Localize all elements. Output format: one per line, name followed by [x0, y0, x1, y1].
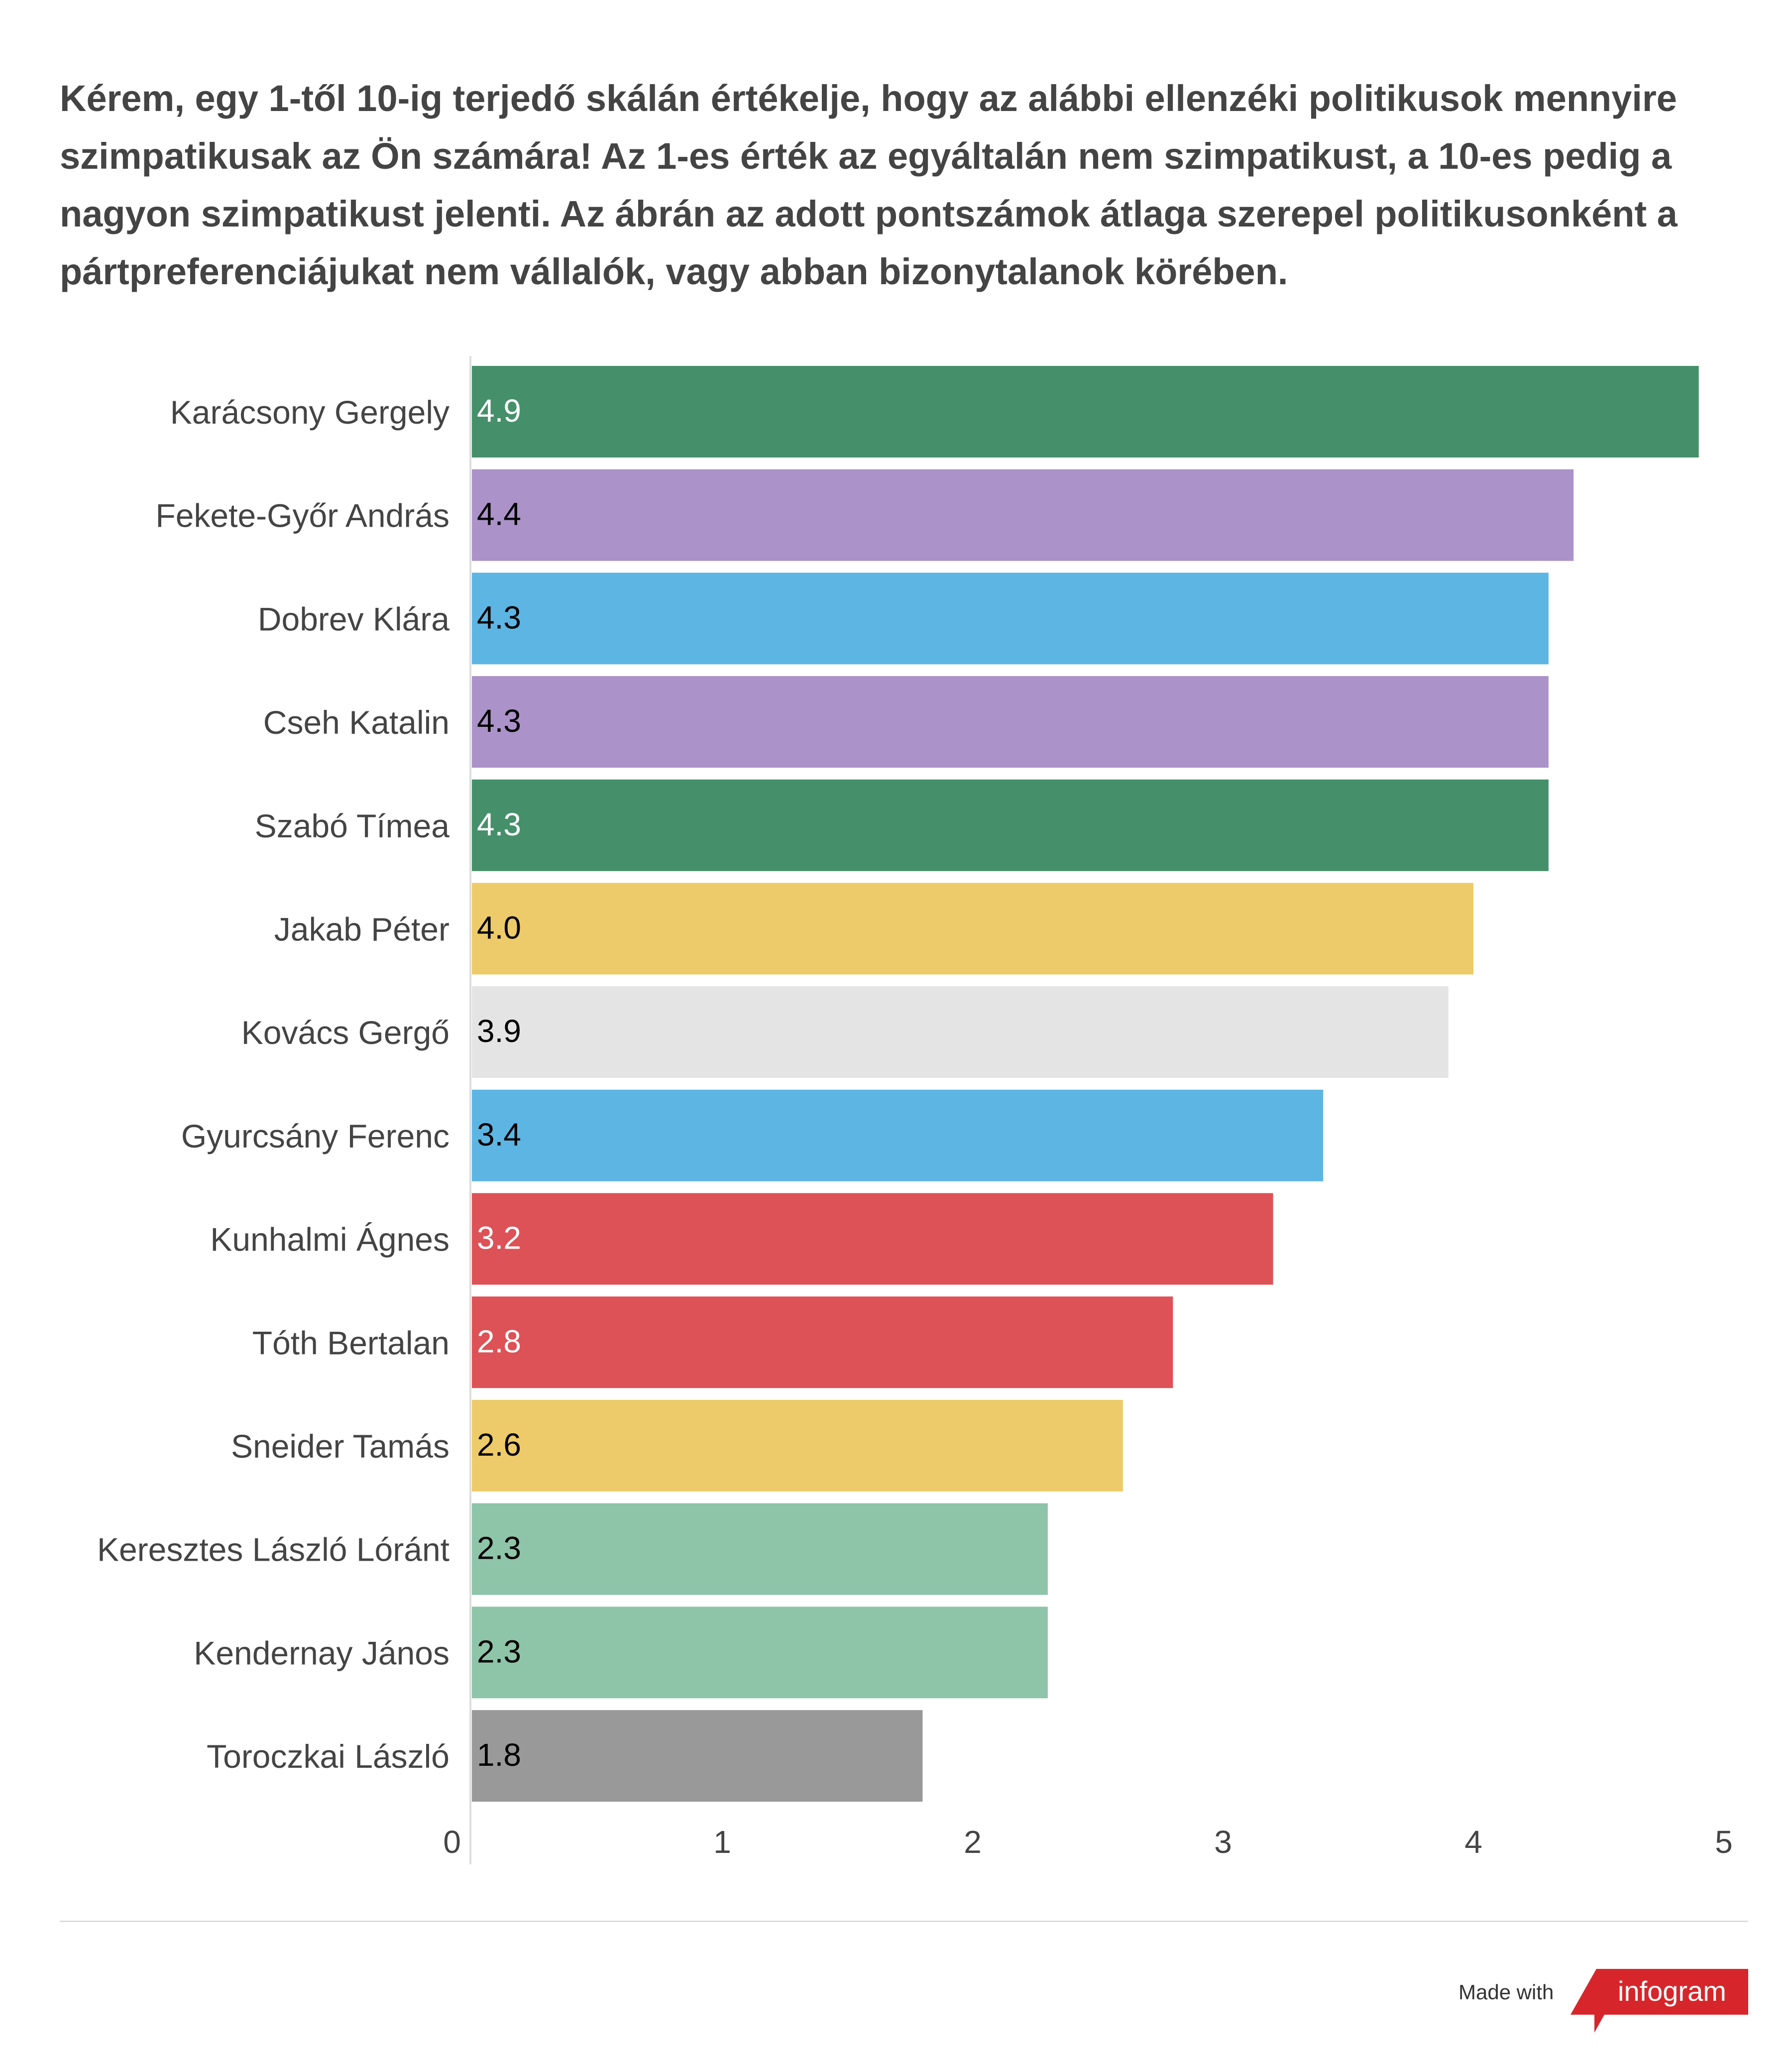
- footer-divider: [60, 1921, 1748, 1922]
- bar: [472, 1400, 1123, 1491]
- category-label: Kovács Gergő: [241, 1014, 449, 1051]
- value-label: 3.9: [477, 1013, 521, 1049]
- value-label: 2.8: [477, 1323, 521, 1359]
- value-label: 2.6: [477, 1427, 521, 1463]
- category-label: Tóth Bertalan: [252, 1324, 449, 1361]
- value-label: 4.3: [477, 599, 521, 635]
- bar: [472, 469, 1574, 561]
- bar: [472, 676, 1549, 768]
- category-label: Fekete-Győr András: [155, 497, 449, 534]
- category-label: Kendernay János: [194, 1634, 449, 1671]
- x-tick-label: 1: [713, 1824, 731, 1860]
- value-label: 1.8: [477, 1737, 521, 1773]
- category-label: Karácsony Gergely: [170, 394, 449, 431]
- x-tick-label: 0: [443, 1824, 461, 1860]
- value-label: 4.4: [477, 496, 521, 532]
- category-label: Cseh Katalin: [263, 704, 449, 741]
- category-label: Gyurcsány Ferenc: [181, 1118, 449, 1154]
- x-tick-label: 5: [1715, 1824, 1733, 1860]
- value-label: 2.3: [477, 1530, 521, 1566]
- x-tick-label: 4: [1464, 1824, 1482, 1860]
- bar: [472, 1296, 1173, 1388]
- value-label: 4.9: [477, 393, 521, 429]
- category-label: Jakab Péter: [274, 911, 449, 948]
- infogram-logo-text: infogram: [1618, 1975, 1726, 2007]
- bar: [472, 883, 1473, 975]
- value-label: 4.3: [477, 703, 521, 739]
- chart-title: Kérem, egy 1-től 10-ig terjedő skálán ér…: [60, 78, 1678, 292]
- category-label: Sneider Tamás: [231, 1428, 449, 1465]
- category-label: Kunhalmi Ágnes: [210, 1221, 449, 1258]
- category-label: Szabó Tímea: [255, 807, 450, 844]
- bar: [472, 779, 1549, 871]
- bar: [472, 1606, 1048, 1699]
- value-label: 4.3: [477, 806, 521, 842]
- value-label: 4.0: [477, 910, 521, 946]
- made-with-text: Made with: [1458, 1980, 1554, 2004]
- bar: [472, 1193, 1273, 1285]
- bar: [472, 986, 1449, 1078]
- category-label: Keresztes László Lóránt: [97, 1531, 449, 1568]
- x-tick-label: 3: [1214, 1824, 1232, 1860]
- bar: [472, 572, 1549, 665]
- bar: [472, 366, 1699, 458]
- bar: [472, 1710, 923, 1802]
- value-label: 2.3: [477, 1633, 521, 1669]
- bar: [472, 1503, 1048, 1595]
- bar-chart: Karácsony Gergely 4.9 Fekete-Győr András 4.…: [97, 356, 1733, 1864]
- x-tick-label: 2: [964, 1824, 982, 1860]
- value-label: 3.2: [477, 1220, 521, 1256]
- infogram-logo[interactable]: infogram: [1570, 1969, 1750, 2034]
- infogram-logo-shape: [1570, 1969, 1748, 2033]
- bar: [472, 1089, 1324, 1181]
- category-label: Toroczkai László: [207, 1738, 449, 1775]
- value-label: 3.4: [477, 1117, 521, 1152]
- category-label: Dobrev Klára: [258, 600, 449, 637]
